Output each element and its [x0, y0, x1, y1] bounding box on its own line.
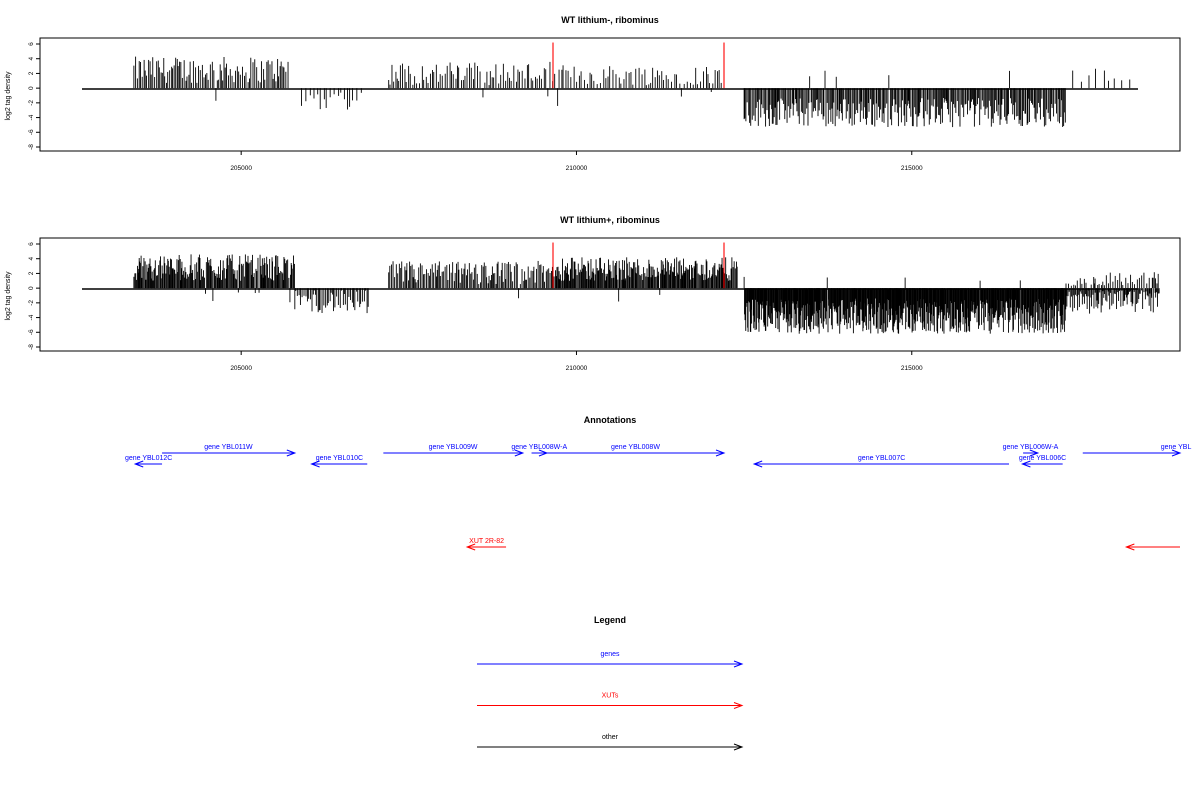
gene-label: gene YBL009W [429, 444, 478, 451]
panel-2-ylabel: log2 tag density [5, 271, 12, 321]
y-tick-label: -4 [28, 114, 35, 120]
y-tick-label: 2 [28, 271, 35, 275]
panel-1-y-axis: 6 4 2 0 -2 -4 -6 -8 [28, 42, 40, 150]
panel-2-bars [133, 254, 1160, 334]
panel-2-y-axis: 6 4 2 0 -2 -4 -6 -8 [28, 242, 40, 350]
y-tick-label: -2 [28, 100, 35, 106]
y-tick-label: 6 [28, 42, 35, 46]
panel-1-frame [39, 37, 1181, 152]
y-tick-label: -6 [28, 129, 35, 135]
x-tick-label: 215000 [901, 365, 923, 372]
legend-label-genes: genes [600, 651, 620, 658]
y-tick-label: 4 [28, 257, 35, 261]
y-tick-label: 0 [28, 286, 35, 290]
panel-2-x-axis: 205000 210000 215000 [230, 351, 923, 372]
y-tick-label: -2 [28, 300, 35, 306]
gene-label: gene YBL011W [204, 444, 253, 451]
gene-label: gene YBL008W-A [511, 444, 567, 451]
panel-1-title: WT lithium-, ribominus [561, 15, 659, 25]
x-tick-label: 215000 [901, 165, 923, 172]
y-tick-label: 4 [28, 57, 35, 61]
y-tick-label: -8 [28, 344, 35, 350]
gene-arrow-head [1171, 449, 1182, 457]
panel-2-frame [39, 237, 1181, 352]
x-tick-label: 205000 [230, 365, 252, 372]
panel-1-ylabel: log2 tag density [5, 71, 12, 121]
x-tick-label: 210000 [566, 165, 588, 172]
legend-arrow-head [733, 660, 744, 668]
y-tick-label: 0 [28, 86, 35, 90]
gene-label: gene YBL010C [316, 455, 363, 462]
gene-label: gene YBL [1161, 444, 1192, 451]
gene-arrow-head [514, 449, 525, 457]
y-tick-label: 6 [28, 242, 35, 246]
gene-label: gene YBL006W-A [1003, 444, 1059, 451]
x-tick-label: 205000 [230, 165, 252, 172]
xut-arrow-head [1124, 543, 1135, 551]
gene-label: gene YBL006C [1019, 455, 1066, 462]
gene-arrow-head [310, 460, 320, 468]
panel-2-title: WT lithium+, ribominus [560, 215, 660, 225]
gene-arrow-head [1020, 460, 1031, 468]
xut-arrow-head [465, 543, 476, 551]
x-tick-label: 210000 [566, 365, 588, 372]
legend-arrow-head [733, 743, 744, 751]
density-panel-2: WT lithium+, ribominus log2 tag density … [5, 215, 1181, 372]
xut-label: XUT 2R-82 [469, 538, 504, 545]
panel-2-highlights [552, 242, 725, 289]
xut-annotations: XUT 2R-82 [465, 538, 1180, 551]
panel-1-highlights [552, 42, 725, 89]
legend: Legend genes XUTs other [477, 615, 744, 751]
annotations-title: Annotations [584, 415, 637, 425]
gene-label: gene YBL012C [125, 455, 172, 462]
gene-arrow-head [286, 449, 297, 457]
density-panel-1: WT lithium-, ribominus log2 tag density … [5, 15, 1181, 172]
gene-label: gene YBL007C [858, 455, 905, 462]
y-tick-label: -8 [28, 144, 35, 150]
gene-label: gene YBL008W [611, 444, 660, 451]
panel-1-x-axis: 205000 210000 215000 [230, 151, 923, 172]
legend-label-other: other [602, 734, 619, 741]
panel-1-bars [133, 56, 1131, 128]
legend-title: Legend [594, 615, 626, 625]
gene-arrow-head [1029, 449, 1040, 457]
legend-arrow-head [733, 702, 744, 709]
y-tick-label: -6 [28, 329, 35, 335]
legend-items: genes XUTs other [477, 651, 744, 751]
gene-arrow-head [133, 460, 144, 468]
gene-annotations: gene YBL012C gene YBL011W gene YBL010C gene… [125, 444, 1192, 468]
gene-arrow-head [752, 460, 763, 468]
legend-label-xuts: XUTs [602, 693, 619, 700]
y-tick-label: 2 [28, 71, 35, 75]
gene-arrow-head [715, 449, 726, 457]
y-tick-label: -4 [28, 314, 35, 320]
